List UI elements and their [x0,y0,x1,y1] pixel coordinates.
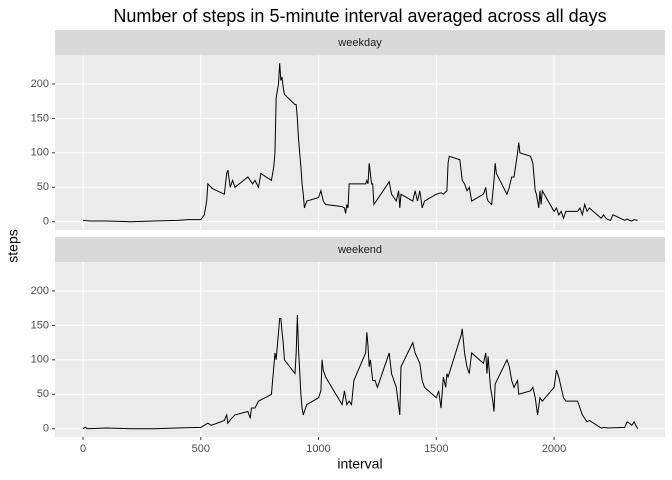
y-tick-label: 150 [31,319,49,331]
y-tick-label: 100 [31,354,49,366]
x-tick-label: 0 [80,443,86,455]
x-tick-label: 1500 [424,443,448,455]
y-tick-label: 50 [37,388,49,400]
panel-background [55,262,665,437]
y-tick-label: 0 [43,423,49,435]
strip [55,30,665,55]
panel-background [55,55,665,230]
y-tick-label: 200 [31,78,49,90]
strip [55,237,665,262]
y-tick-label: 0 [43,216,49,228]
y-tick-label: 50 [37,181,49,193]
x-tick-label: 500 [192,443,210,455]
chart-title: Number of steps in 5-minute interval ave… [113,6,606,26]
y-tick-label: 200 [31,285,49,297]
x-tick-label: 1000 [306,443,330,455]
line [82,315,639,430]
strip-label: weekend [337,244,382,256]
x-tick-label: 2000 [542,443,566,455]
strip-label: weekday [337,37,382,49]
y-tick-label: 150 [31,112,49,124]
x-axis-title: interval [337,456,382,472]
y-tick-label: 100 [31,147,49,159]
y-axis-title: steps [5,229,21,262]
line [82,63,638,223]
